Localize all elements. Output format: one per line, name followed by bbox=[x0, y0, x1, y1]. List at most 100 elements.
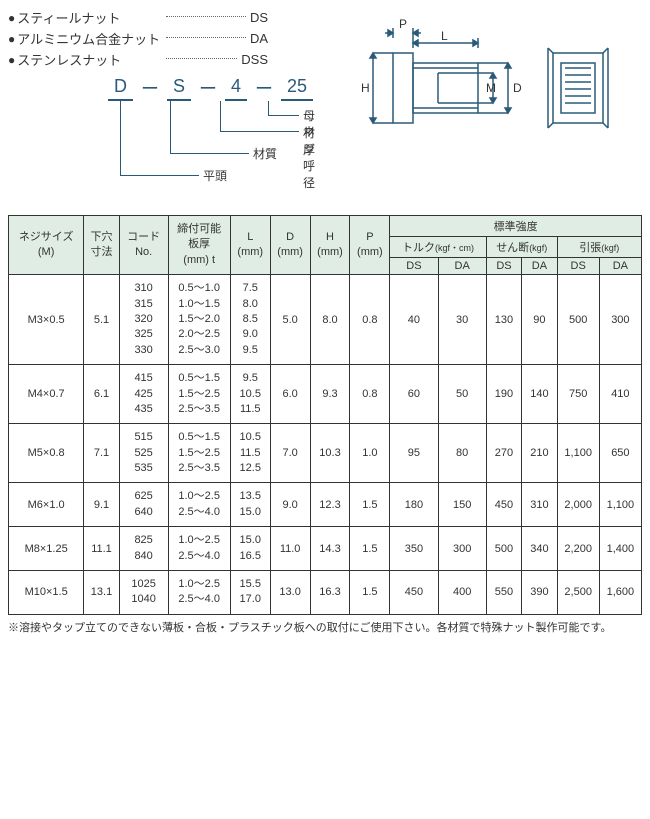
cell-p_ds: 2,000 bbox=[557, 483, 599, 527]
bullet: ● bbox=[8, 32, 15, 46]
svg-text:D: D bbox=[513, 81, 522, 95]
code-part-0: D bbox=[108, 76, 133, 101]
footnote: ※溶接やタップ立てのできない薄板・合板・プラスチック板への取付にご使用下さい。各… bbox=[8, 619, 642, 635]
svg-text:H: H bbox=[361, 81, 370, 95]
cell-s_da: 90 bbox=[522, 275, 557, 365]
legend: ● スティールナット DS ● アルミニウム合金ナット DA ● ステンレスナッ… bbox=[8, 8, 268, 69]
cell-t_ds: 60 bbox=[390, 365, 438, 424]
legend-row: ● スティールナット DS bbox=[8, 8, 268, 27]
cell-thick: 1.0～2.5 2.5～4.0 bbox=[168, 483, 230, 527]
cell-hole: 9.1 bbox=[84, 483, 119, 527]
cell-codes: 415 425 435 bbox=[119, 365, 168, 424]
cell-D: 13.0 bbox=[270, 571, 310, 615]
diagram-side: P L H M D bbox=[343, 8, 523, 148]
table-row: M10×1.513.11025 10401.0～2.5 2.5～4.015.5 … bbox=[9, 571, 642, 615]
cell-P: 0.8 bbox=[350, 275, 390, 365]
th-da: DA bbox=[438, 258, 486, 275]
cell-t_da: 400 bbox=[438, 571, 486, 615]
legend-row: ● アルミニウム合金ナット DA bbox=[8, 29, 268, 48]
th-thick: 締付可能 板厚 (mm) t bbox=[168, 216, 230, 275]
code-label-0: 平頭 bbox=[203, 167, 227, 184]
dash: ー bbox=[141, 75, 159, 101]
cell-t_ds: 450 bbox=[390, 571, 438, 615]
th-da: DA bbox=[522, 258, 557, 275]
svg-text:M: M bbox=[486, 81, 496, 95]
cell-P: 1.5 bbox=[350, 483, 390, 527]
dots bbox=[166, 15, 246, 17]
cell-L: 9.5 10.5 11.5 bbox=[230, 365, 270, 424]
th-D: D (mm) bbox=[270, 216, 310, 275]
cell-s_da: 210 bbox=[522, 424, 557, 483]
cell-p_da: 1,600 bbox=[599, 571, 641, 615]
cell-hole: 6.1 bbox=[84, 365, 119, 424]
table-row: M8×1.2511.1825 8401.0～2.5 2.5～4.015.0 16… bbox=[9, 527, 642, 571]
code-label-1: 材質 bbox=[253, 145, 277, 162]
cell-thick: 1.0～2.5 2.5～4.0 bbox=[168, 527, 230, 571]
cell-thick: 1.0～2.5 2.5～4.0 bbox=[168, 571, 230, 615]
cell-P: 0.8 bbox=[350, 365, 390, 424]
cell-L: 15.5 17.0 bbox=[230, 571, 270, 615]
cell-hole: 11.1 bbox=[84, 527, 119, 571]
cell-H: 12.3 bbox=[310, 483, 350, 527]
cell-hole: 5.1 bbox=[84, 275, 119, 365]
cell-p_da: 1,400 bbox=[599, 527, 641, 571]
th-P: P (mm) bbox=[350, 216, 390, 275]
code-parts: D ー S ー 4 ー 25 bbox=[108, 75, 313, 101]
cell-L: 10.5 11.5 12.5 bbox=[230, 424, 270, 483]
cell-D: 6.0 bbox=[270, 365, 310, 424]
legend-code: DA bbox=[250, 31, 268, 46]
cell-t_ds: 350 bbox=[390, 527, 438, 571]
cell-size: M6×1.0 bbox=[9, 483, 84, 527]
cell-D: 7.0 bbox=[270, 424, 310, 483]
th-L: L (mm) bbox=[230, 216, 270, 275]
cell-H: 14.3 bbox=[310, 527, 350, 571]
cell-s_da: 140 bbox=[522, 365, 557, 424]
th-ds: DS bbox=[557, 258, 599, 275]
table-row: M3×0.55.1310 315 320 325 3300.5～1.0 1.0～… bbox=[9, 275, 642, 365]
cell-codes: 825 840 bbox=[119, 527, 168, 571]
cell-p_da: 650 bbox=[599, 424, 641, 483]
code-label-2: ネジ呼径 bbox=[303, 123, 315, 191]
cell-H: 16.3 bbox=[310, 571, 350, 615]
cell-s_da: 390 bbox=[522, 571, 557, 615]
cell-p_ds: 1,100 bbox=[557, 424, 599, 483]
cell-hole: 7.1 bbox=[84, 424, 119, 483]
cell-L: 15.0 16.5 bbox=[230, 527, 270, 571]
cell-s_ds: 270 bbox=[486, 424, 521, 483]
cell-codes: 625 640 bbox=[119, 483, 168, 527]
cell-thick: 0.5～1.5 1.5～2.5 2.5～3.5 bbox=[168, 365, 230, 424]
top-section: ● スティールナット DS ● アルミニウム合金ナット DA ● ステンレスナッ… bbox=[8, 8, 642, 205]
legend-label: スティールナット bbox=[17, 8, 162, 27]
cell-t_da: 80 bbox=[438, 424, 486, 483]
cell-H: 9.3 bbox=[310, 365, 350, 424]
spec-table: ネジサイズ (M) 下穴 寸法 コード No. 締付可能 板厚 (mm) t L… bbox=[8, 215, 642, 615]
cell-D: 5.0 bbox=[270, 275, 310, 365]
cell-s_ds: 190 bbox=[486, 365, 521, 424]
svg-text:P: P bbox=[399, 17, 407, 31]
cell-H: 8.0 bbox=[310, 275, 350, 365]
bullet: ● bbox=[8, 53, 15, 67]
cell-p_da: 1,100 bbox=[599, 483, 641, 527]
cell-H: 10.3 bbox=[310, 424, 350, 483]
cell-t_ds: 95 bbox=[390, 424, 438, 483]
legend-row: ● ステンレスナット DSS bbox=[8, 50, 268, 69]
th-tensile: 引張(kgf) bbox=[557, 237, 641, 258]
cell-thick: 0.5～1.5 1.5～2.5 2.5～3.5 bbox=[168, 424, 230, 483]
cell-P: 1.5 bbox=[350, 527, 390, 571]
dots bbox=[166, 57, 237, 59]
cell-size: M10×1.5 bbox=[9, 571, 84, 615]
cell-t_da: 150 bbox=[438, 483, 486, 527]
cell-s_ds: 500 bbox=[486, 527, 521, 571]
cell-codes: 1025 1040 bbox=[119, 571, 168, 615]
code-part-1: S bbox=[167, 76, 191, 101]
cell-D: 11.0 bbox=[270, 527, 310, 571]
cell-codes: 310 315 320 325 330 bbox=[119, 275, 168, 365]
th-shear: せん断(kgf) bbox=[486, 237, 557, 258]
th-H: H (mm) bbox=[310, 216, 350, 275]
cell-p_da: 410 bbox=[599, 365, 641, 424]
cell-L: 13.5 15.0 bbox=[230, 483, 270, 527]
table-row: M5×0.87.1515 525 5350.5～1.5 1.5～2.5 2.5～… bbox=[9, 424, 642, 483]
cell-p_ds: 2,500 bbox=[557, 571, 599, 615]
diagrams: P L H M D bbox=[313, 8, 642, 205]
cell-p_da: 300 bbox=[599, 275, 641, 365]
